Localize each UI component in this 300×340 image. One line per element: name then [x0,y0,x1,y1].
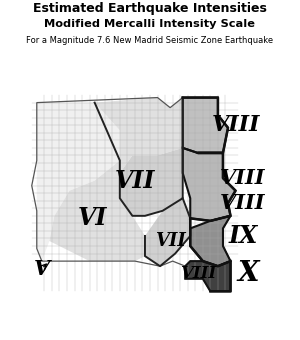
Polygon shape [183,148,236,221]
Text: Modified Mercalli Intensity Scale: Modified Mercalli Intensity Scale [44,19,256,29]
Text: VI: VI [77,206,107,230]
Polygon shape [37,103,120,261]
Polygon shape [183,98,228,153]
Text: VIII: VIII [220,168,266,188]
Polygon shape [185,261,230,291]
Text: Estimated Earthquake Intensities: Estimated Earthquake Intensities [33,2,267,15]
Polygon shape [120,98,228,216]
Text: VII: VII [115,169,155,192]
Text: VII: VII [155,232,185,250]
Text: V: V [34,259,50,279]
Polygon shape [190,216,230,266]
Text: VIII: VIII [212,114,260,136]
Text: X: X [237,260,259,287]
Text: VIII: VIII [180,265,216,282]
Polygon shape [50,98,183,261]
Polygon shape [145,198,190,266]
Text: IX: IX [228,224,258,248]
Text: VIII: VIII [220,193,266,213]
Text: For a Magnitude 7.6 New Madrid Seismic Zone Earthquake: For a Magnitude 7.6 New Madrid Seismic Z… [26,36,274,45]
